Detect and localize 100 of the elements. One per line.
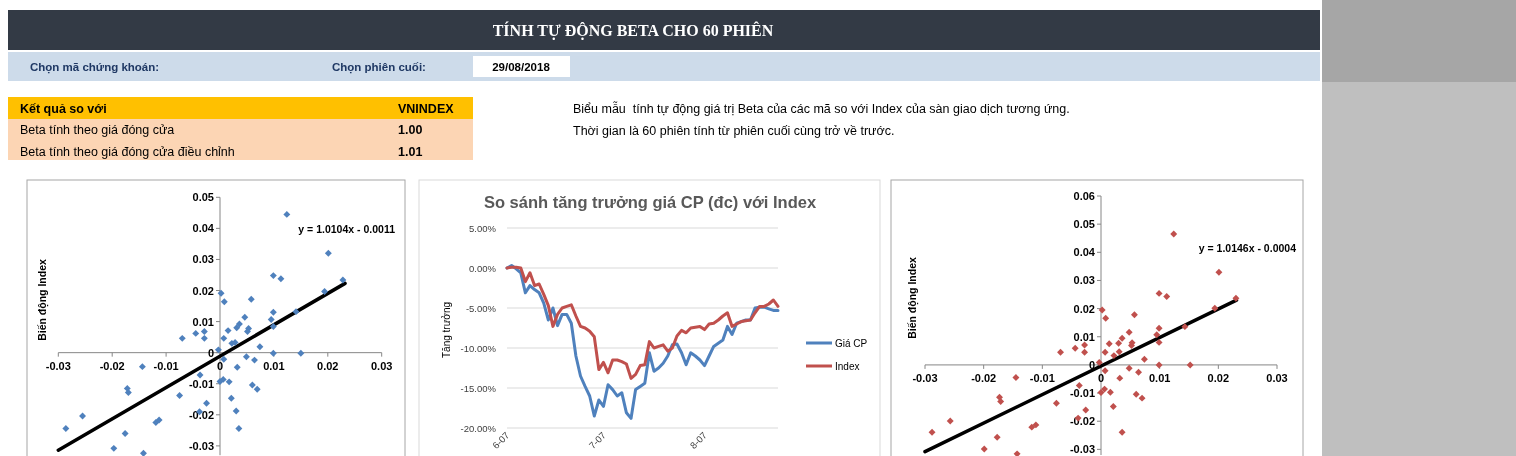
y-tick-label: 0.04 [1073, 246, 1096, 259]
point [138, 363, 146, 371]
point [292, 308, 300, 316]
y-tick-label: 0.00% [469, 262, 497, 274]
point [283, 210, 291, 218]
point [227, 394, 235, 402]
point [244, 328, 251, 335]
point [235, 425, 243, 432]
point [946, 417, 954, 425]
point [1163, 293, 1171, 300]
y-tick-label: 0.03 [1073, 274, 1095, 287]
text: Beta tính theo giá đóng cửa [20, 123, 175, 137]
y-axis-title: Tăng trưởng [441, 301, 452, 359]
text: Biểu mẫu tính tự động giá trị Beta của các mã so với Index của sàn giao dịch tương ứng. [573, 101, 1070, 116]
point [232, 407, 240, 415]
text: 1.00 [398, 123, 423, 137]
point [1232, 294, 1240, 302]
point [178, 334, 186, 342]
x-tick-label: 0.02 [317, 359, 339, 372]
point [1105, 340, 1113, 348]
point [1098, 306, 1106, 314]
y-tick-label: -0.02 [188, 408, 214, 421]
point [297, 349, 305, 357]
point [1140, 355, 1148, 363]
annotation: y = 1.0146x - 0.0004 [1198, 242, 1297, 254]
point [269, 349, 277, 357]
y-tick-label: 0.02 [192, 284, 214, 297]
y-axis-title: Biến động Index [906, 257, 919, 339]
point [1057, 348, 1064, 356]
point [203, 399, 210, 407]
y-tick-label: -0.01 [1069, 387, 1095, 400]
text: Thời gian là 60 phiên tính từ phiên cuối cùng trở về trước. [573, 124, 895, 138]
text: TÍNH TỰ ĐỘNG BETA CHO 60 PHIÊN [492, 21, 774, 40]
point [242, 353, 250, 361]
y-tick-label: -20.00% [460, 422, 497, 434]
point [1170, 230, 1178, 238]
y-tick-label: 0.01 [1073, 330, 1095, 343]
point [267, 315, 275, 323]
point [241, 313, 249, 321]
point [1109, 403, 1117, 411]
y-tick-label: 0.06 [1073, 190, 1095, 202]
y-tick-label: -10.00% [460, 342, 497, 354]
point [1155, 361, 1163, 369]
text: 29/08/2018 [492, 61, 551, 73]
point [1028, 423, 1036, 431]
x-tick-label: -0.02 [971, 371, 997, 384]
point [200, 334, 208, 342]
text: Beta tính theo giá đóng cửa điều chỉnh [20, 145, 235, 159]
x-tick-label: 0 [216, 359, 224, 372]
y-tick-label: 5.00% [469, 222, 497, 234]
point [324, 249, 332, 257]
y-tick-label: 0.02 [1073, 302, 1095, 315]
annotation: y = 1.0104x - 0.0011 [298, 223, 396, 235]
legend-label: Giá CP [835, 338, 868, 349]
point [1118, 428, 1126, 436]
point [993, 433, 1001, 441]
point [225, 378, 233, 386]
point [1130, 311, 1138, 319]
point [339, 276, 347, 284]
y-tick-label: 0.03 [192, 253, 214, 266]
point [1052, 399, 1060, 407]
y-tick-label: -15.00% [460, 382, 497, 394]
point [1082, 406, 1090, 414]
point [1115, 339, 1123, 347]
x-tick-label: -0.01 [153, 359, 179, 372]
x-tick-label: 7-07 [586, 429, 608, 451]
point [176, 392, 184, 400]
point [1075, 382, 1083, 389]
point [1135, 368, 1143, 376]
x-tick-label: 0.03 [1266, 371, 1288, 384]
text: VNINDEX [398, 102, 455, 116]
y-tick-label: 0.01 [192, 315, 214, 328]
y-tick-label: 0.05 [1073, 218, 1095, 231]
point [200, 328, 208, 335]
point [269, 272, 277, 280]
point [1125, 364, 1133, 372]
point [1138, 394, 1146, 402]
text: Kết quả so với [20, 102, 107, 116]
x-tick-label: 0.01 [1148, 371, 1171, 384]
point [220, 298, 228, 306]
y-tick-label: 0.04 [192, 222, 215, 235]
point [1132, 390, 1140, 398]
point [1215, 268, 1223, 276]
point [1106, 388, 1114, 396]
point [321, 287, 329, 295]
y-axis-title: Biến động Index [36, 259, 49, 341]
point [155, 416, 163, 424]
point [1081, 348, 1089, 356]
point [62, 425, 70, 432]
point [121, 429, 129, 437]
point [980, 445, 988, 453]
x-tick-label: -0.03 [45, 359, 71, 372]
point [1186, 361, 1194, 369]
point [256, 343, 264, 351]
point [214, 346, 222, 354]
point [140, 449, 147, 456]
point [1116, 374, 1124, 382]
line-series [505, 265, 780, 380]
point [1118, 334, 1126, 342]
y-tick-label: 0 [207, 346, 214, 359]
